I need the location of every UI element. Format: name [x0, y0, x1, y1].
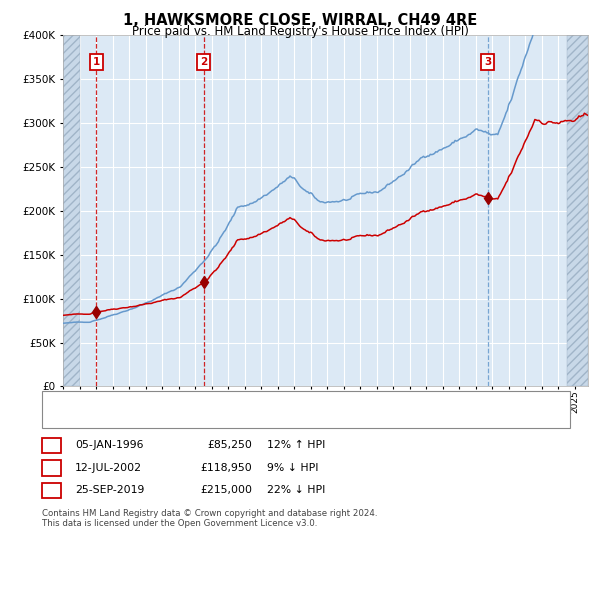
- Text: 1, HAWKSMORE CLOSE, WIRRAL, CH49 4RE: 1, HAWKSMORE CLOSE, WIRRAL, CH49 4RE: [123, 13, 477, 28]
- Text: 2: 2: [48, 463, 55, 473]
- Text: 12-JUL-2002: 12-JUL-2002: [75, 463, 142, 473]
- Text: £215,000: £215,000: [200, 486, 252, 495]
- Bar: [566, 35, 588, 386]
- Bar: [63, 35, 80, 386]
- Text: 1: 1: [93, 57, 100, 67]
- Text: Price paid vs. HM Land Registry's House Price Index (HPI): Price paid vs. HM Land Registry's House …: [131, 25, 469, 38]
- Text: 12% ↑ HPI: 12% ↑ HPI: [267, 441, 325, 450]
- Text: 05-JAN-1996: 05-JAN-1996: [75, 441, 143, 450]
- Text: 2: 2: [200, 57, 208, 67]
- Text: 1, HAWKSMORE CLOSE, WIRRAL, CH49 4RE (detached house): 1, HAWKSMORE CLOSE, WIRRAL, CH49 4RE (de…: [84, 396, 390, 406]
- Text: 9% ↓ HPI: 9% ↓ HPI: [267, 463, 319, 473]
- Bar: [566, 35, 588, 386]
- Text: £85,250: £85,250: [207, 441, 252, 450]
- Text: 22% ↓ HPI: 22% ↓ HPI: [267, 486, 325, 495]
- Text: £118,950: £118,950: [200, 463, 252, 473]
- Text: Contains HM Land Registry data © Crown copyright and database right 2024.: Contains HM Land Registry data © Crown c…: [42, 509, 377, 517]
- Bar: [63, 35, 80, 386]
- Text: HPI: Average price, detached house, Wirral: HPI: Average price, detached house, Wirr…: [84, 413, 298, 423]
- Text: 1: 1: [48, 441, 55, 450]
- Text: 25-SEP-2019: 25-SEP-2019: [75, 486, 145, 495]
- Text: 3: 3: [48, 486, 55, 495]
- Text: This data is licensed under the Open Government Licence v3.0.: This data is licensed under the Open Gov…: [42, 519, 317, 527]
- Text: 3: 3: [484, 57, 491, 67]
